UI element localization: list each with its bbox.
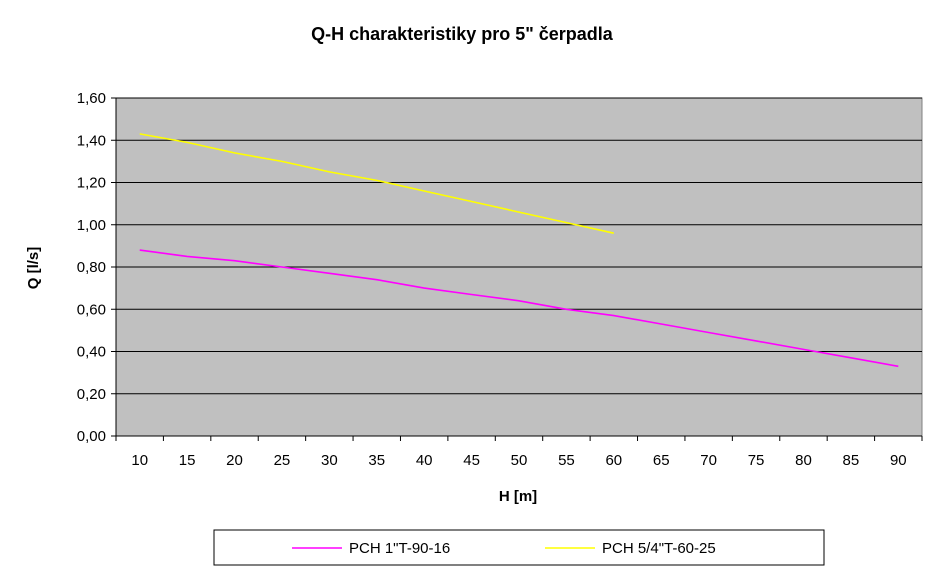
y-tick-label: 1,00 [77, 217, 106, 234]
y-tick-label: 1,20 [77, 175, 106, 192]
x-tick-label: 30 [321, 452, 338, 469]
y-tick-label: 1,60 [77, 90, 106, 107]
x-tick-label: 75 [748, 452, 765, 469]
y-tick-label: 0,60 [77, 301, 106, 318]
series-line-2 [139, 133, 614, 234]
y-tick-label: 0,80 [77, 259, 106, 276]
x-tick-label: 15 [179, 452, 196, 469]
y-tick-label: 1,40 [77, 132, 106, 149]
y-tick-label: 0,00 [77, 428, 106, 445]
x-tick-label: 65 [653, 452, 670, 469]
x-tick-label: 40 [416, 452, 433, 469]
legend: PCH 1"T-90-16 PCH 5/4"T-60-25 [213, 529, 825, 566]
x-tick-label: 25 [274, 452, 291, 469]
legend-label-1: PCH 1"T-90-16 [349, 540, 450, 557]
y-tick-labels: 0,00 0,20 0,40 0,60 0,80 1,00 1,20 1,40 1,60 [77, 90, 106, 445]
x-tick-label: 45 [463, 452, 480, 469]
x-tick-label: 80 [795, 452, 812, 469]
chart-title: Q-H charakteristiky pro 5" čerpadla [311, 24, 614, 44]
x-axis-label: H [m] [499, 488, 537, 505]
axes [111, 97, 923, 441]
x-tick-label: 20 [226, 452, 243, 469]
x-tick-label: 55 [558, 452, 575, 469]
x-tick-label: 85 [843, 452, 860, 469]
x-tick-labels: 10 15 20 25 30 35 40 45 50 55 60 65 70 75 80 85 90 [131, 452, 906, 469]
grid-lines [116, 97, 922, 395]
x-tick-label: 50 [511, 452, 528, 469]
x-tick-label: 60 [605, 452, 622, 469]
x-tick-label: 35 [368, 452, 385, 469]
y-tick-label: 0,20 [77, 386, 106, 403]
x-tick-label: 70 [700, 452, 717, 469]
series-lines [139, 133, 899, 368]
y-axis-label: Q [l/s] [25, 247, 42, 290]
series-line-1 [139, 249, 899, 368]
x-tick-label: 90 [890, 452, 907, 469]
x-tick-label: 10 [131, 452, 148, 469]
legend-label-2: PCH 5/4"T-60-25 [602, 540, 716, 557]
y-tick-label: 0,40 [77, 344, 106, 361]
